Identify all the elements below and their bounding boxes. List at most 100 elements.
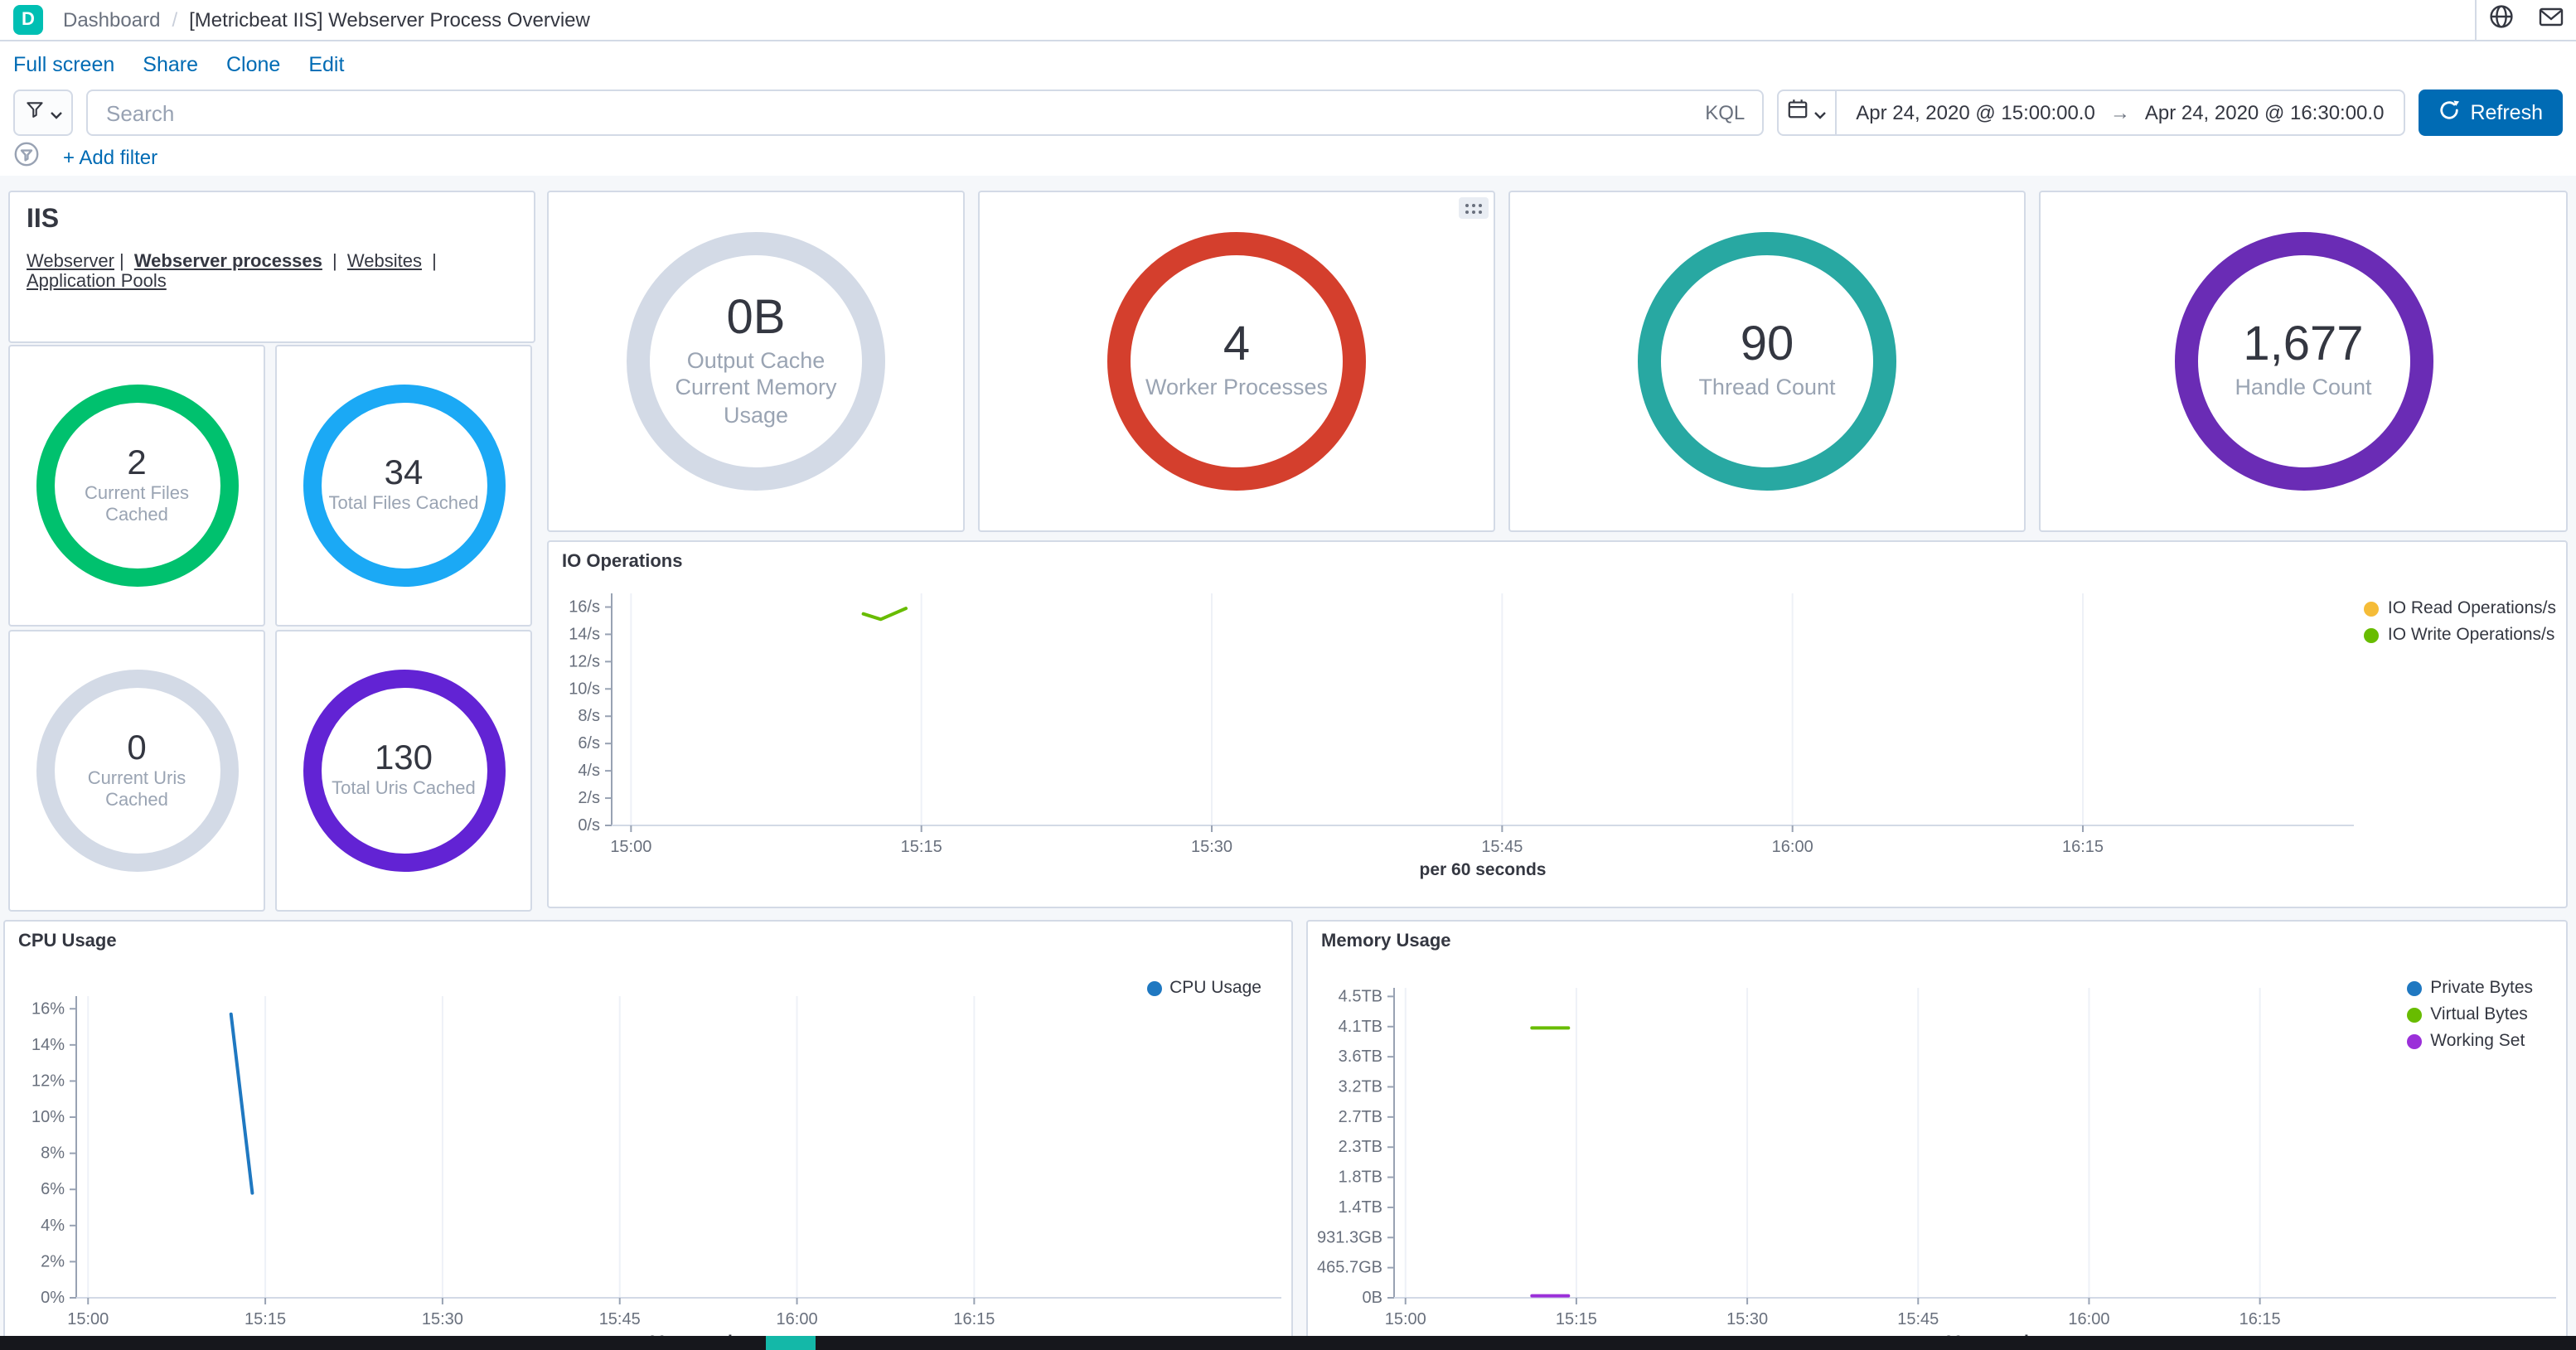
cpu-usage-chart: 0% 2% 4% 6% 8% 10% 12% 14% 16% 15:00 15:15 15:30 15:… bbox=[31, 996, 1281, 1350]
kql-toggle[interactable]: KQL bbox=[1705, 101, 1746, 124]
chevron-down-icon bbox=[1813, 98, 1826, 128]
legend-dot bbox=[2364, 627, 2380, 642]
gauge-value: 0B bbox=[726, 292, 786, 346]
x-tick-label: 16:15 bbox=[953, 1310, 995, 1328]
refresh-label: Refresh bbox=[2470, 101, 2543, 124]
series-line bbox=[229, 1012, 254, 1195]
breadcrumb[interactable]: Dashboard bbox=[63, 8, 161, 31]
nav-link-websites[interactable]: Websites bbox=[346, 252, 422, 272]
legend-dot bbox=[2407, 1007, 2423, 1022]
legend-item[interactable]: Private Bytes bbox=[2407, 978, 2533, 998]
chevron-down-icon bbox=[49, 98, 62, 128]
nav-separator: | bbox=[119, 252, 124, 272]
legend-item[interactable]: Working Set bbox=[2407, 1031, 2525, 1051]
add-filter-button[interactable]: + Add filter bbox=[63, 146, 158, 169]
y-tick-label: 0B bbox=[1363, 1289, 1382, 1307]
space-avatar[interactable]: D bbox=[13, 5, 43, 35]
chart-title: Memory Usage bbox=[1321, 931, 1451, 951]
gauge-current-files-cached: 2 Current Files Cached bbox=[8, 345, 265, 627]
gauge-total-files-cached: 34 Total Files Cached bbox=[275, 345, 532, 627]
gauge-thread-count: 90 Thread Count bbox=[1508, 191, 2026, 532]
legend-item[interactable]: Virtual Bytes bbox=[2407, 1004, 2528, 1024]
x-tick-label: 15:15 bbox=[245, 1310, 286, 1328]
search-input[interactable] bbox=[103, 99, 1706, 127]
legend-item[interactable]: IO Write Operations/s bbox=[2364, 625, 2554, 645]
y-tick-label: 465.7GB bbox=[1317, 1259, 1382, 1277]
gauge-value: 4 bbox=[1223, 318, 1251, 372]
y-tick-label: 2.7TB bbox=[1339, 1108, 1382, 1126]
menu-item-full-screen[interactable]: Full screen bbox=[13, 53, 115, 76]
y-tick-label: 4/s bbox=[578, 762, 600, 780]
y-tick-label: 0% bbox=[41, 1289, 65, 1307]
x-tick-label: 15:00 bbox=[67, 1310, 109, 1328]
nav-link-application-pools[interactable]: Application Pools bbox=[27, 272, 167, 292]
date-to[interactable]: Apr 24, 2020 @ 16:30:00.0 bbox=[2144, 101, 2385, 124]
y-tick-label: 10/s bbox=[569, 680, 600, 698]
gauge-label: Total Uris Cached bbox=[332, 779, 476, 800]
x-tick-label: 15:45 bbox=[1481, 838, 1523, 856]
y-tick-label: 2.3TB bbox=[1339, 1138, 1382, 1156]
gauge-label: Thread Count bbox=[1698, 375, 1836, 400]
menu-item-share[interactable]: Share bbox=[143, 53, 198, 76]
y-tick-label: 1.8TB bbox=[1339, 1169, 1382, 1187]
chart-title: CPU Usage bbox=[18, 931, 117, 951]
legend-dot bbox=[2407, 1033, 2423, 1048]
gauge-label: Total Files Cached bbox=[328, 494, 479, 515]
gauge-current-uris-cached: 0 Current Uris Cached bbox=[8, 630, 265, 912]
x-tick-label: 15:15 bbox=[1556, 1310, 1597, 1328]
gauge-value: 90 bbox=[1740, 318, 1794, 372]
newsfeed-button[interactable] bbox=[2526, 0, 2576, 40]
panel-options-icon[interactable] bbox=[1459, 197, 1489, 219]
menu-item-edit[interactable]: Edit bbox=[308, 53, 345, 76]
y-tick-label: 14/s bbox=[569, 625, 600, 643]
y-tick-label: 1.4TB bbox=[1339, 1198, 1382, 1217]
chart-legend: IO Read Operations/s IO Write Operations/… bbox=[2364, 598, 2556, 645]
menu-item-clone[interactable]: Clone bbox=[226, 53, 281, 76]
legend-label: Virtual Bytes bbox=[2430, 1004, 2528, 1024]
search-box: KQL bbox=[86, 90, 1764, 136]
y-tick-label: 12% bbox=[31, 1072, 65, 1090]
gauge-label: Current Uris Cached bbox=[87, 768, 186, 811]
nav-link-webserver-processes[interactable]: Webserver processes bbox=[133, 252, 322, 272]
iis-nav-panel: IIS Webserver | Webserver processes | Web… bbox=[8, 191, 535, 343]
gauge-value: 130 bbox=[374, 739, 433, 778]
legend-label: IO Read Operations/s bbox=[2387, 598, 2556, 618]
y-tick-label: 16% bbox=[31, 999, 65, 1018]
legend-item[interactable]: CPU Usage bbox=[1146, 978, 1261, 998]
x-tick-label: 15:15 bbox=[901, 838, 942, 856]
x-tick-label: 15:45 bbox=[1897, 1310, 1939, 1328]
y-tick-label: 6% bbox=[41, 1180, 65, 1198]
iis-panel-title: IIS bbox=[27, 206, 60, 234]
x-tick-label: 16:15 bbox=[2239, 1310, 2281, 1328]
y-tick-label: 10% bbox=[31, 1108, 65, 1126]
y-tick-label: 3.2TB bbox=[1339, 1077, 1382, 1096]
saved-query-menu-button[interactable] bbox=[13, 90, 73, 136]
query-bar: KQL Apr 24, 2020 @ 15:00:00.0 → Apr 24, … bbox=[0, 88, 2576, 138]
legend-dot bbox=[2364, 601, 2380, 616]
y-tick-label: 8% bbox=[41, 1144, 65, 1163]
date-quick-select-button[interactable] bbox=[1778, 91, 1837, 134]
dashboard-canvas: IIS Webserver | Webserver processes | Web… bbox=[0, 176, 2576, 1350]
io-operations-chart: 0/s 2/s 4/s 6/s 8/s 10/s 12/s 14/s 16/s 15:00 15:1… bbox=[569, 593, 2354, 879]
y-tick-label: 8/s bbox=[578, 707, 600, 725]
filter-circle-icon[interactable] bbox=[13, 140, 40, 175]
legend-label: CPU Usage bbox=[1169, 978, 1261, 998]
y-tick-label: 4.1TB bbox=[1339, 1018, 1382, 1036]
nav-link-webserver[interactable]: Webserver bbox=[27, 252, 114, 272]
chart-legend: Private Bytes Virtual Bytes Working Set bbox=[2407, 978, 2533, 1051]
header-actions bbox=[2475, 0, 2576, 40]
series-line bbox=[861, 607, 908, 622]
legend-item[interactable]: IO Read Operations/s bbox=[2364, 598, 2556, 618]
breadcrumb-separator: / bbox=[172, 8, 178, 31]
y-tick-label: 6/s bbox=[578, 734, 600, 752]
x-tick-label: 15:00 bbox=[610, 838, 651, 856]
gauge-value: 0 bbox=[127, 728, 147, 767]
date-from[interactable]: Apr 24, 2020 @ 15:00:00.0 bbox=[1856, 101, 2095, 124]
bottom-window-edge bbox=[0, 1336, 2576, 1350]
help-button[interactable] bbox=[2477, 0, 2526, 40]
x-tick-label: 15:45 bbox=[599, 1310, 641, 1328]
divider bbox=[2475, 0, 2477, 40]
legend-label: Working Set bbox=[2430, 1031, 2525, 1051]
refresh-button[interactable]: Refresh bbox=[2419, 90, 2563, 136]
